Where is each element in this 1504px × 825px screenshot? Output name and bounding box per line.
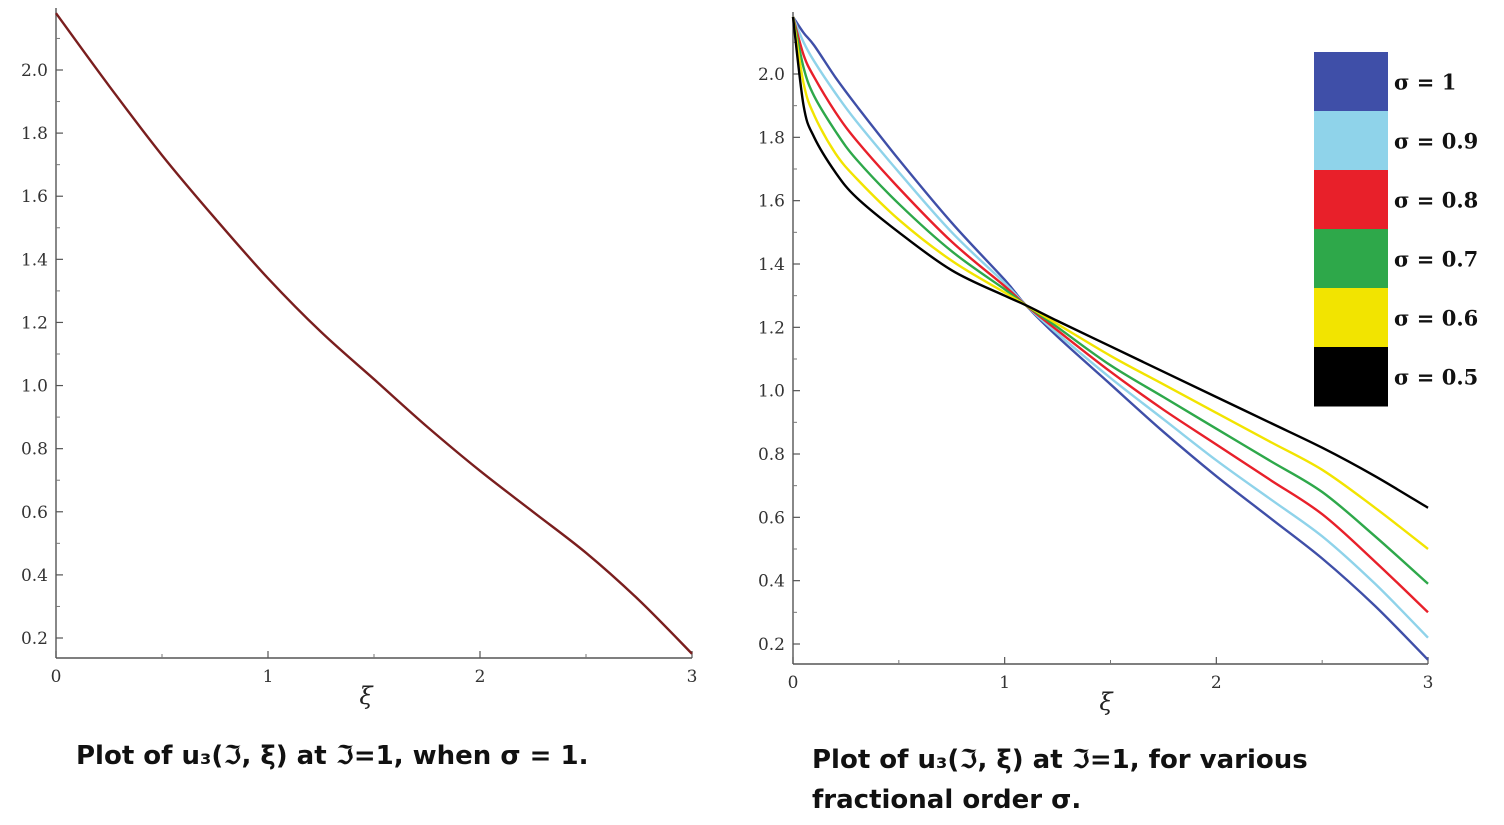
x-axis-label: ξ bbox=[1099, 688, 1114, 716]
chart-right: 0.2 0.4 0.6 0.8 1.0 1.2 1.4 1.6 1.8 2.0 0 1 2 3 ξ σ = 1… bbox=[758, 12, 1478, 716]
x-tick-label: 1 bbox=[263, 667, 274, 687]
legend-swatch bbox=[1314, 229, 1388, 289]
x-tick-label: 2 bbox=[475, 667, 486, 687]
legend-swatch bbox=[1314, 170, 1388, 230]
y-tick-label: 0.2 bbox=[758, 635, 785, 655]
y-tick-label: 1.4 bbox=[21, 250, 48, 270]
y-tick-label: 0.6 bbox=[21, 503, 48, 523]
legend-label: σ = 0.6 bbox=[1394, 306, 1478, 331]
x-tick-label: 1 bbox=[999, 673, 1010, 693]
caption-left: Plot of u₃(ℑ, ξ) at ℑ=1, when σ = 1. bbox=[76, 741, 589, 771]
y-tick-label: 1.0 bbox=[21, 377, 48, 397]
y-tick-label: 0.6 bbox=[758, 508, 785, 528]
legend-swatch bbox=[1314, 347, 1388, 407]
y-tick-label: 0.8 bbox=[21, 440, 48, 460]
legend-label: σ = 0.5 bbox=[1394, 365, 1478, 390]
legend-label: σ = 0.8 bbox=[1394, 188, 1478, 213]
legend-label: σ = 1 bbox=[1394, 70, 1456, 95]
y-tick-label: 1.6 bbox=[21, 187, 48, 207]
x-tick-label: 0 bbox=[51, 667, 62, 687]
x-tick-label: 2 bbox=[1211, 673, 1222, 693]
y-tick-label: 1.8 bbox=[21, 124, 48, 144]
legend-label: σ = 0.9 bbox=[1394, 129, 1478, 154]
y-tick-label: 1.4 bbox=[758, 255, 785, 275]
y-tick-label: 0.2 bbox=[21, 629, 48, 649]
x-tick-label: 3 bbox=[1423, 673, 1434, 693]
y-tick-label: 0.4 bbox=[758, 572, 785, 592]
y-tick-label: 0.8 bbox=[758, 445, 785, 465]
y-tick-label: 2.0 bbox=[758, 65, 785, 85]
y-tick-label: 1.8 bbox=[758, 128, 785, 148]
x-tick-label: 3 bbox=[687, 667, 698, 687]
chart-left: 0.2 0.4 0.6 0.8 1.0 1.2 1.4 1.6 1.8 2.0 0 1 2 3 ξ bbox=[21, 8, 697, 710]
y-tick-label: 1.6 bbox=[758, 192, 785, 212]
x-axis-label: ξ bbox=[359, 682, 374, 710]
caption-right: Plot of u₃(ℑ, ξ) at ℑ=1, for various fra… bbox=[812, 745, 1308, 815]
legend-label: σ = 0.7 bbox=[1394, 247, 1478, 272]
y-tick-label: 1.2 bbox=[21, 313, 48, 333]
legend-swatch bbox=[1314, 52, 1388, 112]
legend-swatch bbox=[1314, 111, 1388, 171]
legend-swatch bbox=[1314, 288, 1388, 348]
series-line bbox=[55, 12, 693, 655]
series-line bbox=[791, 16, 1429, 509]
y-tick-label: 1.0 bbox=[758, 382, 785, 402]
y-tick-label: 1.2 bbox=[758, 318, 785, 338]
y-tick-label: 2.0 bbox=[21, 61, 48, 81]
y-tick-label: 0.4 bbox=[21, 566, 48, 586]
x-tick-label: 0 bbox=[788, 673, 799, 693]
